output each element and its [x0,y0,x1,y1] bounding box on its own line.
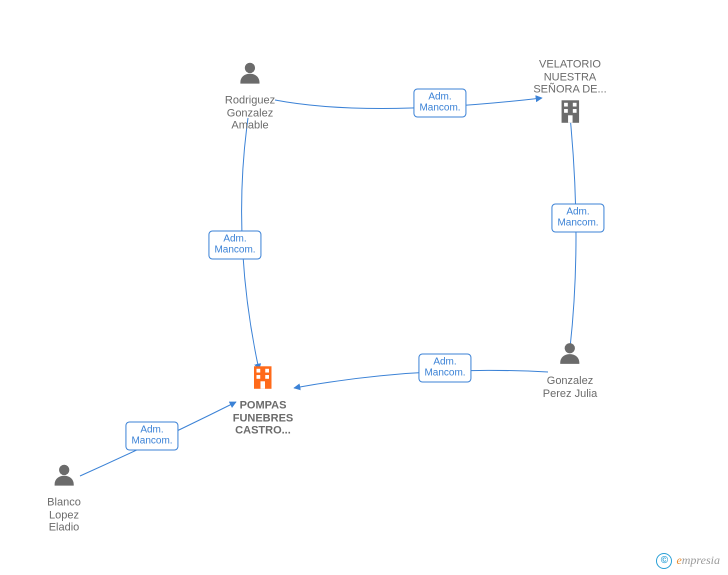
edges-layer [0,0,728,575]
node-label: RodriguezGonzalezAmable [225,95,275,133]
node-label: BlancoLopezEladio [47,497,81,535]
building-icon [555,96,585,131]
node-velatorio[interactable]: VELATORIONUESTRASEÑORA DE... [533,57,606,132]
edge-label-gonzalez-pompas: Adm.Mancom. [418,354,471,383]
edge-rodriguez-pompas [242,118,259,370]
person-icon [236,60,264,93]
node-blanco[interactable]: BlancoLopezEladio [47,462,81,535]
edge-label-rodriguez-pompas: Adm.Mancom. [208,231,261,260]
node-label: POMPASFUNEBRESCASTRO... [233,400,294,438]
edge-gonzalez-velatorio [570,116,576,348]
edge-label-gonzalez-velatorio: Adm.Mancom. [551,204,604,233]
copyright-icon: © [656,553,672,569]
watermark-rest: mpresia [682,553,720,567]
diagram-canvas: RodriguezGonzalezAmable VELATORIONUESTRAS… [0,0,728,575]
building-icon [248,363,278,398]
node-pompas[interactable]: POMPASFUNEBRESCASTRO... [233,363,294,438]
node-gonzalez[interactable]: GonzalezPerez Julia [543,340,597,400]
edge-gonzalez-pompas [294,370,548,388]
watermark: ©empresia [656,553,720,569]
node-label: VELATORIONUESTRASEÑORA DE... [533,59,606,97]
edge-blanco-pompas [80,402,236,476]
edge-label-blanco-pompas: Adm.Mancom. [125,422,178,451]
person-icon [556,340,584,373]
edge-rodriguez-velatorio [275,98,542,109]
edge-label-rodriguez-velatorio: Adm.Mancom. [413,89,466,118]
node-label: GonzalezPerez Julia [543,375,597,400]
person-icon [50,462,78,495]
node-rodriguez[interactable]: RodriguezGonzalezAmable [225,60,275,133]
